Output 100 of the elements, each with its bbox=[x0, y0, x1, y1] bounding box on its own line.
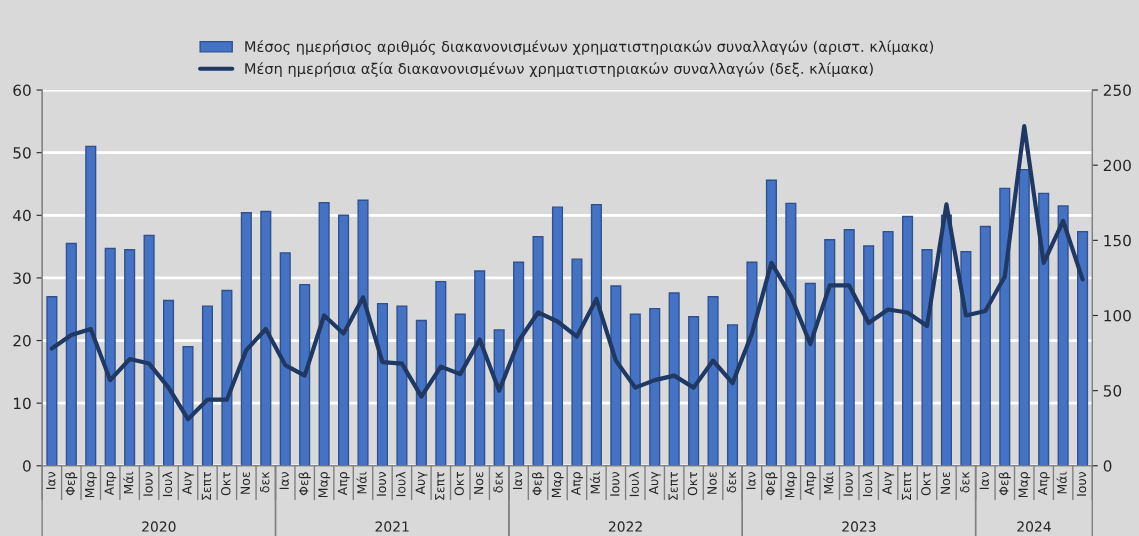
x-tick-label: Μάι bbox=[823, 471, 834, 494]
bar bbox=[921, 249, 933, 466]
x-tick-label: δεκ bbox=[259, 471, 270, 493]
x-tick-label: Ιαν bbox=[512, 471, 523, 490]
x-tick-label: Ιουν bbox=[143, 471, 153, 496]
x-tick-label: Μαρ bbox=[318, 472, 331, 498]
text: 2022 bbox=[608, 521, 642, 532]
bar bbox=[707, 296, 719, 466]
x-tick-label: Ιουν bbox=[376, 471, 387, 496]
bar bbox=[532, 235, 544, 466]
x-tick-label: Φεβ bbox=[531, 472, 545, 496]
x-tick-label: δεκ bbox=[726, 471, 737, 493]
x-tick-label: Ιαν bbox=[979, 471, 989, 490]
x-tick-label: Ιουν bbox=[843, 471, 853, 496]
x-tick-label: Αυγ bbox=[882, 471, 895, 495]
bar bbox=[765, 179, 777, 466]
x-tick-label: Μάι bbox=[589, 471, 600, 494]
text: 2020 bbox=[142, 521, 176, 532]
y2-tick-label: 200 bbox=[1103, 159, 1131, 172]
bar bbox=[201, 305, 214, 466]
x-tick-label: Οκτ bbox=[221, 471, 231, 496]
x-tick-label: Οκτ bbox=[454, 471, 464, 496]
x-tick-label: Ιουλ bbox=[629, 471, 639, 497]
x-tick-label: δεκ bbox=[493, 471, 503, 493]
bar bbox=[688, 316, 700, 466]
x-tick-label: Νοε bbox=[474, 472, 484, 494]
legend-label: Μέσος ημερήσιος αριθμός διακανονισμένων χρηματιστηριακών συναλλαγών (αριστ. κλίμακα) bbox=[245, 40, 934, 55]
y-tick-label: 50 bbox=[13, 147, 31, 159]
bar bbox=[260, 210, 272, 466]
bar bbox=[979, 225, 991, 466]
x-tick-label: Μάι bbox=[123, 471, 134, 494]
x-tick-label: Φεβ bbox=[298, 472, 311, 496]
bar bbox=[863, 245, 875, 466]
x-tick-label: Νοε bbox=[707, 472, 717, 494]
x-tick-label: Νοε bbox=[940, 472, 951, 494]
bar bbox=[182, 346, 194, 466]
text: 2024 bbox=[1017, 521, 1051, 532]
bar bbox=[590, 203, 602, 466]
y-tick-label: 20 bbox=[13, 335, 31, 347]
x-tick-label: Μαρ bbox=[551, 472, 564, 498]
x-tick-label: Οκτ bbox=[921, 471, 931, 496]
bar bbox=[376, 302, 389, 466]
bar bbox=[571, 258, 583, 466]
bar bbox=[357, 199, 369, 466]
x-tick-label: Αυγ bbox=[182, 471, 195, 495]
bar bbox=[124, 249, 136, 466]
bar bbox=[746, 261, 758, 466]
y2-tick-label: 0 bbox=[1103, 460, 1112, 472]
line-series bbox=[49, 124, 1085, 422]
bar bbox=[804, 282, 816, 466]
x-tick-label: Μαρ bbox=[85, 472, 97, 498]
legend-label: Μέση ημερήσια αξία διακανονισμένων χρηματιστηριακών συναλλαγών (δεξ. κλίμακα) bbox=[245, 62, 873, 77]
bar bbox=[299, 284, 311, 466]
bar bbox=[415, 319, 427, 466]
bar bbox=[104, 247, 116, 466]
bar bbox=[882, 230, 894, 466]
x-tick-label: Απρ bbox=[571, 472, 583, 496]
x-tick-label: Ιουλ bbox=[862, 471, 873, 497]
x-tick-label: Απρ bbox=[104, 472, 117, 496]
bar bbox=[279, 252, 291, 466]
x-tick-label: Νοε bbox=[240, 472, 250, 494]
bar bbox=[610, 285, 622, 466]
bar bbox=[454, 313, 466, 466]
y-tick-label: 0 bbox=[23, 460, 31, 472]
y-tick-label: 10 bbox=[13, 397, 31, 410]
y2-tick-label: 100 bbox=[1104, 309, 1131, 322]
x-tick-label: Μάι bbox=[356, 471, 367, 494]
bar bbox=[999, 187, 1011, 466]
x-tick-label: Σεπτ bbox=[901, 471, 912, 500]
y-tick-label: 60 bbox=[13, 84, 31, 97]
bar bbox=[1038, 192, 1050, 466]
y2-tick-label: 50 bbox=[1103, 385, 1122, 397]
bar bbox=[318, 202, 330, 466]
bar bbox=[143, 234, 155, 466]
bar bbox=[785, 202, 797, 466]
x-tick-label: Αυγ bbox=[415, 471, 428, 495]
bar bbox=[843, 229, 855, 466]
bar bbox=[960, 250, 972, 466]
bar bbox=[474, 270, 486, 466]
bar bbox=[240, 212, 252, 466]
x-tick-label: Απρ bbox=[804, 472, 817, 496]
bar bbox=[493, 329, 505, 466]
x-tick-label: Σεπτ bbox=[668, 471, 678, 500]
bar bbox=[221, 289, 233, 466]
x-tick-label: Ιουν bbox=[1076, 471, 1087, 496]
bar bbox=[435, 280, 447, 466]
bar bbox=[338, 214, 350, 466]
x-tick-label: Αυγ bbox=[649, 471, 661, 495]
text: 2023 bbox=[842, 521, 876, 532]
text: 2021 bbox=[375, 521, 409, 532]
y-tick-label: 30 bbox=[13, 272, 31, 284]
x-tick-label: Σεπτ bbox=[201, 471, 212, 500]
bar bbox=[629, 313, 641, 466]
bar bbox=[162, 299, 175, 466]
x-tick-label: Οκτ bbox=[687, 471, 698, 496]
bar bbox=[513, 261, 525, 466]
x-tick-label: Ιαν bbox=[279, 471, 289, 490]
bar bbox=[1077, 230, 1089, 466]
bar bbox=[649, 307, 661, 466]
bar bbox=[824, 239, 836, 466]
